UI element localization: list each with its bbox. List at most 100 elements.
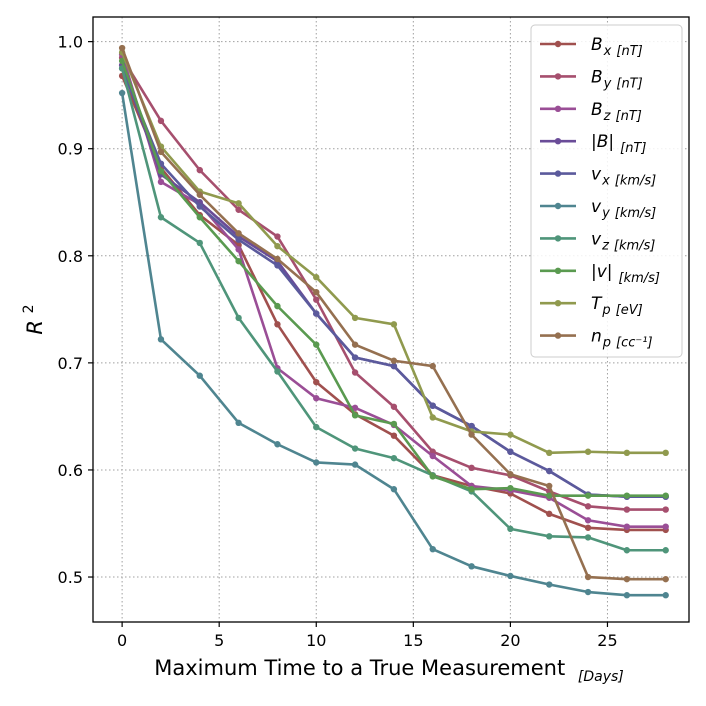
- legend-label: np [cc⁻¹]: [591, 327, 653, 351]
- data-point: [351, 369, 359, 376]
- data-point: [429, 452, 436, 460]
- data-point: [351, 314, 359, 322]
- y-tick-label: 0.6: [58, 461, 83, 480]
- data-point: [390, 357, 398, 364]
- data-point: [429, 414, 436, 421]
- legend-label-main: B: [591, 67, 603, 87]
- legend-label-unit: [nT]: [616, 76, 642, 91]
- data-point: [468, 422, 475, 430]
- data-point: [507, 572, 514, 580]
- legend-item: |v| [km/s]: [540, 262, 660, 286]
- data-point: [351, 341, 359, 348]
- data-point: [235, 230, 242, 237]
- legend-item: vx [km/s]: [540, 165, 656, 189]
- axis-titles: Maximum Time to a True Measurement [Days…: [21, 304, 624, 685]
- legend-label: |B| [nT]: [591, 132, 646, 156]
- data-point: [351, 404, 359, 412]
- legend-label-main: |v|: [591, 262, 613, 282]
- data-point: [468, 486, 475, 493]
- data-point: [157, 148, 165, 156]
- legend-label-subscript: x: [601, 174, 610, 189]
- legend-label-subscript: y: [603, 76, 612, 91]
- data-point: [274, 441, 281, 448]
- data-point: [662, 547, 669, 554]
- data-point: [623, 506, 631, 513]
- data-point: [351, 461, 359, 468]
- series-layer: [118, 44, 669, 599]
- data-point: [662, 592, 669, 599]
- data-point: [662, 492, 669, 499]
- legend-label-unit: [km/s]: [614, 238, 656, 253]
- legend-label: Bz [nT]: [591, 100, 642, 124]
- data-point: [584, 492, 592, 499]
- data-point: [351, 412, 359, 419]
- legend-swatch-marker: [554, 73, 562, 80]
- data-point: [546, 449, 553, 457]
- data-point: [196, 191, 203, 198]
- data-point: [313, 341, 320, 348]
- data-point: [623, 449, 631, 457]
- data-point: [546, 581, 553, 588]
- y-tick-label: 0.8: [58, 247, 83, 266]
- y-axis-title: R 2: [21, 304, 47, 334]
- data-point: [584, 524, 592, 531]
- legend-item: |B| [nT]: [540, 132, 646, 156]
- legend-label-unit: [nT]: [620, 141, 646, 156]
- data-point: [313, 310, 320, 317]
- legend: Bx [nT]By [nT]Bz [nT]|B| [nT]vx [km/s]vy [km/s…: [530, 24, 683, 358]
- x-tick-label: 0: [117, 631, 127, 650]
- data-point: [196, 203, 203, 210]
- legend-item: Tp [eV]: [540, 294, 643, 318]
- legend-swatch-marker: [554, 235, 562, 242]
- data-point: [235, 314, 242, 322]
- legend-label: |v| [km/s]: [591, 262, 660, 286]
- data-point: [313, 395, 320, 402]
- series-5: [118, 89, 669, 599]
- data-point: [429, 362, 436, 370]
- data-point: [196, 214, 203, 221]
- y-tick-label: 0.7: [58, 354, 83, 373]
- legend-label-subscript: x: [603, 44, 612, 59]
- legend-label: Tp [eV]: [591, 294, 643, 318]
- y-axis-title-superscript: 2: [21, 304, 37, 313]
- legend-label-main: v: [591, 165, 602, 185]
- data-point: [118, 44, 126, 52]
- y-tick-label: 1.0: [58, 33, 83, 52]
- legend-label-unit: [eV]: [616, 303, 643, 318]
- data-point: [662, 523, 669, 530]
- data-point: [507, 471, 514, 478]
- legend-item: By [nT]: [540, 67, 643, 91]
- data-point: [274, 302, 281, 310]
- axis-ticks: 0 5 10 15 20 25 0.5 0.6 0.7 0.8 0.9 1.0: [58, 33, 618, 650]
- data-point: [390, 432, 398, 439]
- data-point: [468, 464, 475, 472]
- x-axis-title-unit: [Days]: [578, 669, 624, 685]
- legend-swatch-marker: [554, 300, 562, 307]
- legend-swatch-marker: [554, 105, 562, 113]
- data-point: [196, 166, 203, 174]
- data-point: [429, 545, 436, 553]
- data-point: [235, 419, 242, 427]
- data-point: [351, 445, 359, 452]
- series-9: [118, 44, 669, 583]
- legend-label: Bx [nT]: [591, 35, 643, 59]
- legend-item: vz [km/s]: [540, 229, 655, 253]
- x-tick-label: 20: [500, 631, 520, 650]
- legend-swatch-marker: [554, 170, 562, 177]
- data-point: [429, 402, 436, 409]
- data-point: [662, 449, 669, 457]
- data-point: [274, 255, 281, 263]
- data-point: [313, 274, 320, 281]
- y-axis-title-main: R: [23, 320, 47, 335]
- data-point: [351, 354, 359, 361]
- data-point: [662, 575, 669, 583]
- data-point: [468, 563, 475, 570]
- legend-label: vy [km/s]: [591, 197, 656, 221]
- legend-swatch-marker: [554, 202, 562, 210]
- data-point: [468, 431, 475, 438]
- data-point: [546, 533, 553, 540]
- x-tick-label: 5: [214, 631, 224, 650]
- y-tick-label: 0.9: [58, 140, 83, 159]
- legend-swatch-marker: [554, 138, 562, 145]
- data-point: [157, 178, 165, 186]
